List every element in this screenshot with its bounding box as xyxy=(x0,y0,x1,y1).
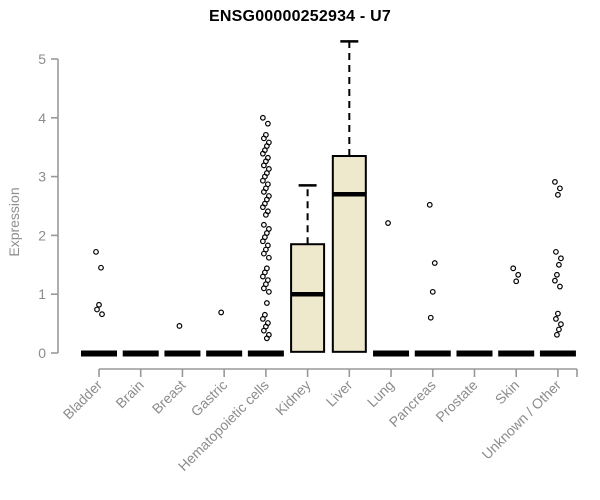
outlier-point xyxy=(556,261,562,268)
outlier-point xyxy=(94,306,100,313)
outlier-point xyxy=(554,331,560,338)
outlier-point xyxy=(259,150,266,157)
x-category-label: Unknown / Other xyxy=(478,377,564,463)
outlier-point xyxy=(99,311,105,318)
outlier-point xyxy=(554,271,560,278)
outlier-point xyxy=(513,278,520,285)
outlier-point xyxy=(218,309,225,316)
outlier-point xyxy=(176,323,183,329)
outlier-point xyxy=(557,185,563,192)
zero-box-bar xyxy=(539,350,576,357)
box xyxy=(331,155,367,353)
outlier-point xyxy=(264,120,271,127)
outlier-point xyxy=(552,277,558,284)
zero-box-bar xyxy=(122,350,159,357)
outlier-point xyxy=(556,326,562,333)
outlier-point xyxy=(260,188,267,195)
outlier-point xyxy=(426,201,433,208)
x-category-label: Prostate xyxy=(432,377,480,425)
x-category-label: Bladder xyxy=(60,377,106,423)
outlier-point xyxy=(553,315,559,322)
outlier-point xyxy=(260,327,267,334)
outlier-point xyxy=(259,273,266,280)
outlier-point xyxy=(265,254,272,261)
outlier-point xyxy=(259,177,266,184)
outlier-point xyxy=(93,248,99,255)
outlier-point xyxy=(558,321,564,328)
zero-box-bar xyxy=(81,350,117,357)
outlier-point xyxy=(557,283,563,290)
zero-box-bar xyxy=(164,350,201,357)
outlier-point xyxy=(263,335,270,342)
outlier-point xyxy=(555,310,561,317)
outlier-point xyxy=(260,221,267,228)
outlier-point xyxy=(265,288,272,295)
outlier-point xyxy=(96,301,102,308)
y-tick-label: 0 xyxy=(38,345,46,361)
outlier-point xyxy=(262,211,269,218)
box xyxy=(290,243,326,353)
chart-title: ENSG00000252934 - U7 xyxy=(209,8,391,25)
x-category-label: Liver xyxy=(323,377,356,410)
outlier-point xyxy=(385,220,391,226)
y-tick-label: 2 xyxy=(38,227,46,243)
zero-box-bar xyxy=(414,350,451,357)
zero-box-bar xyxy=(456,350,493,357)
outlier-point xyxy=(429,288,436,295)
outlier-point xyxy=(259,114,266,121)
zero-box-bar xyxy=(206,350,243,357)
outlier-point xyxy=(260,162,267,169)
x-category-label: Lung xyxy=(364,377,397,410)
y-tick-label: 4 xyxy=(38,110,46,126)
outlier-point xyxy=(558,255,564,262)
outlier-point xyxy=(515,271,522,278)
x-category-label: Kidney xyxy=(272,377,314,419)
x-category-label: Skin xyxy=(492,377,523,408)
y-tick-label: 3 xyxy=(38,169,46,185)
outlier-point xyxy=(259,315,266,322)
y-tick-label: 5 xyxy=(38,51,46,67)
outlier-point xyxy=(259,238,266,245)
zero-box-bar xyxy=(373,350,410,357)
outlier-point xyxy=(431,260,438,266)
outlier-point xyxy=(260,285,267,292)
outlier-point xyxy=(260,250,267,257)
outlier-point xyxy=(259,204,266,211)
zero-box-bar xyxy=(247,350,284,357)
outlier-point xyxy=(427,314,434,321)
y-tick-label: 1 xyxy=(38,286,46,302)
outlier-point xyxy=(263,300,270,306)
zero-box-bar xyxy=(498,350,535,357)
outlier-point xyxy=(98,264,104,271)
outlier-point xyxy=(555,191,561,198)
outlier-point xyxy=(552,178,558,185)
x-category-label: Brain xyxy=(112,377,146,411)
outlier-point xyxy=(510,265,517,272)
x-category-label: Breast xyxy=(149,377,189,417)
outlier-point xyxy=(260,135,267,142)
outlier-point xyxy=(553,248,559,255)
